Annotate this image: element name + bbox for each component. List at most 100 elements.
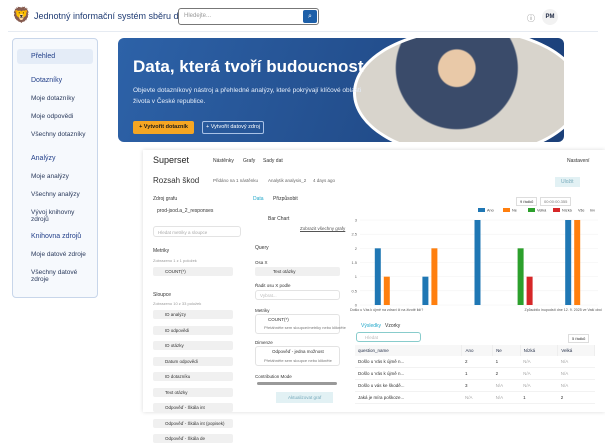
y-tick-label: 1 [355,274,358,279]
search-placeholder: Hledejte... [184,13,212,19]
search-input[interactable]: Hledejte... ⌕ [178,8,319,25]
dimensions-dropzone[interactable]: Odpověď - jedna možnost Přetáhněte sem s… [255,346,340,366]
sidebar-item[interactable]: Moje dotazníky [31,95,75,102]
search-placeholder: Hledat metriky a sloupce [158,230,208,235]
sidebar-item[interactable]: Moje datové zdroje [31,251,86,258]
column-item[interactable]: ID analýzy [153,310,233,319]
table-row: Jaká je míra poškoze... N/A N/A 1 2 [355,391,595,404]
column-item[interactable]: Odpověď - Škála int (popisek) [153,418,233,428]
column-header[interactable]: question_name [355,345,463,356]
datasource-label: Zdroj grafu [153,196,178,202]
x-tick-label: Způsobilo inupodstí dne 12. 9. 2025 ve V… [525,308,603,312]
sidebar-item[interactable]: Všechny dotazníky [31,131,86,138]
metrics-count: Zobrazeno 1 z 1 položek [153,258,197,263]
x-axis-value[interactable]: Text otázky [255,267,340,276]
column-item[interactable]: Odpověď - Škála int [153,403,233,412]
column-header[interactable]: Nízká [520,345,559,356]
datasource-name[interactable]: prod-jsod.a_2_responses [157,208,214,214]
meta-dashboards: Přidáno na 1 nástěnku [213,178,259,183]
results-search-input[interactable]: Hledat [356,332,421,342]
metrics-search-input[interactable]: Hledat metriky a sloupce [153,226,241,237]
y-tick-label: 0.5 [351,288,357,293]
tab-results[interactable]: Výsledky [361,323,382,329]
table-cell: N/A [492,379,521,392]
bar-ne [574,220,581,305]
table-cell: 2 [492,367,521,380]
sort-select[interactable]: Vybrat... [255,290,340,300]
sidebar-item[interactable]: Všechny datové zdroje [31,269,78,283]
hero-banner: Data, která tvoří budoucnost Objevte dot… [118,38,564,142]
column-header[interactable]: Ano [461,345,494,356]
table-row: Došlo u Vás k újmě n... 1 2 N/A N/A [355,367,595,380]
view-all-charts-link[interactable]: Zobrazit všechny grafy [300,226,346,231]
results-search-placeholder: Hledat [365,335,379,340]
update-chart-button[interactable]: Aktualizovat graf [276,392,334,403]
tab-customize[interactable]: Přizpůsobit [273,196,298,202]
bar-nízká [526,276,533,305]
bar-ne [431,248,438,305]
chart-title[interactable]: Rozsah škod [153,176,200,185]
results-table: question_name Ano Ne Nízká Velká Došlo u Vás … [355,345,595,404]
contribution-mode-label: Contribution Mode [255,374,292,379]
table-cell: N/A [520,367,558,380]
column-item[interactable]: ID otázky [153,341,233,350]
sidebar-item[interactable]: Analýzy [31,155,56,162]
column-header[interactable]: Velká [557,345,595,356]
sidebar-item[interactable]: Přehled [17,49,93,64]
sidebar-item[interactable]: Všechny analýzy [31,191,80,198]
column-item[interactable]: Datum odpovědi [153,356,233,366]
nav-charts[interactable]: Grafy [243,158,256,164]
sidebar-item[interactable]: Moje odpovědi [31,113,74,120]
tab-data[interactable]: Data [253,196,264,202]
avatar[interactable]: PM [542,9,558,25]
legend-item: Inv [590,209,595,213]
sidebar-item[interactable]: Moje analýzy [31,173,69,180]
chart-type-bar[interactable]: Bar Chart [268,216,290,222]
table-cell: Došlo u vás ke škodě... [355,379,462,392]
question-circle-icon[interactable]: ⓘ [527,14,535,23]
table-row: Došlo u vás ke škodě... 3 N/A N/A N/A [355,379,595,392]
search-button[interactable]: ⌕ [303,10,317,23]
table-cell: 2 [461,356,493,368]
metrics-label: Metriky [153,248,170,254]
table-cell: 2 [557,391,595,404]
sidebar-item[interactable]: Dotazníky [31,77,63,84]
horizontal-scrollbar[interactable] [257,382,337,385]
create-datasource-button[interactable]: + Vytvořit datový zdroj [202,121,264,134]
legend-item: Ano [487,209,494,213]
metric-item[interactable]: COUNT(*) [153,267,233,276]
metric-value[interactable]: COUNT(*) [268,317,289,322]
columns-label: Sloupce [153,292,172,298]
legend-swatch [478,208,485,212]
tab-samples[interactable]: Vzorky [385,323,401,329]
table-cell: N/A [520,356,558,368]
nav-dashboards[interactable]: Nástěnky [213,158,234,164]
bar-velká [517,248,524,305]
query-section[interactable]: Query [255,245,269,251]
create-questionnaire-button[interactable]: + Vytvořit dotazník [133,121,194,134]
nav-datasets[interactable]: Sady dat [263,158,283,164]
sidebar: Přehled Dotazníky Moje dotazníky Moje odpov… [12,38,98,298]
legend-item: Nízká [562,209,573,213]
column-item[interactable]: Odpověď - Škála de [153,434,233,443]
column-item[interactable]: ID dotazníku [153,372,233,381]
columns-count: Zobrazeno 10 z 33 položek [153,301,202,306]
table-cell: N/A [557,379,595,392]
hero-title: Data, která tvoří budoucnost [133,57,364,76]
dimension-value[interactable]: Odpověď - jedna možnost [272,349,324,354]
column-item[interactable]: ID odpovědi [153,325,233,335]
hero-subtitle: Objevte dotazníkový nástroj a přehledné … [133,87,362,105]
sidebar-item[interactable]: Knihovna zdrojů [31,233,82,240]
metrics-dropzone[interactable]: COUNT(*) Přetáhněte sem sloupce/metriky … [255,314,346,334]
save-button[interactable]: Uložit [555,177,580,187]
legend-swatch [503,208,510,212]
column-header[interactable]: Ne [492,345,521,356]
settings-menu[interactable]: Nastavení [567,158,590,164]
column-item[interactable]: Text otázky [153,387,233,397]
table-cell: N/A [557,367,595,380]
superset-logo: Superset [153,155,190,165]
table-cell: N/A [557,356,595,368]
table-cell: Došlo u Vás k újmě n... [355,367,462,380]
sidebar-item[interactable]: Vývoj knihovny zdrojů [31,209,75,223]
app-title: Jednotný informační systém sběru dat [34,11,187,21]
